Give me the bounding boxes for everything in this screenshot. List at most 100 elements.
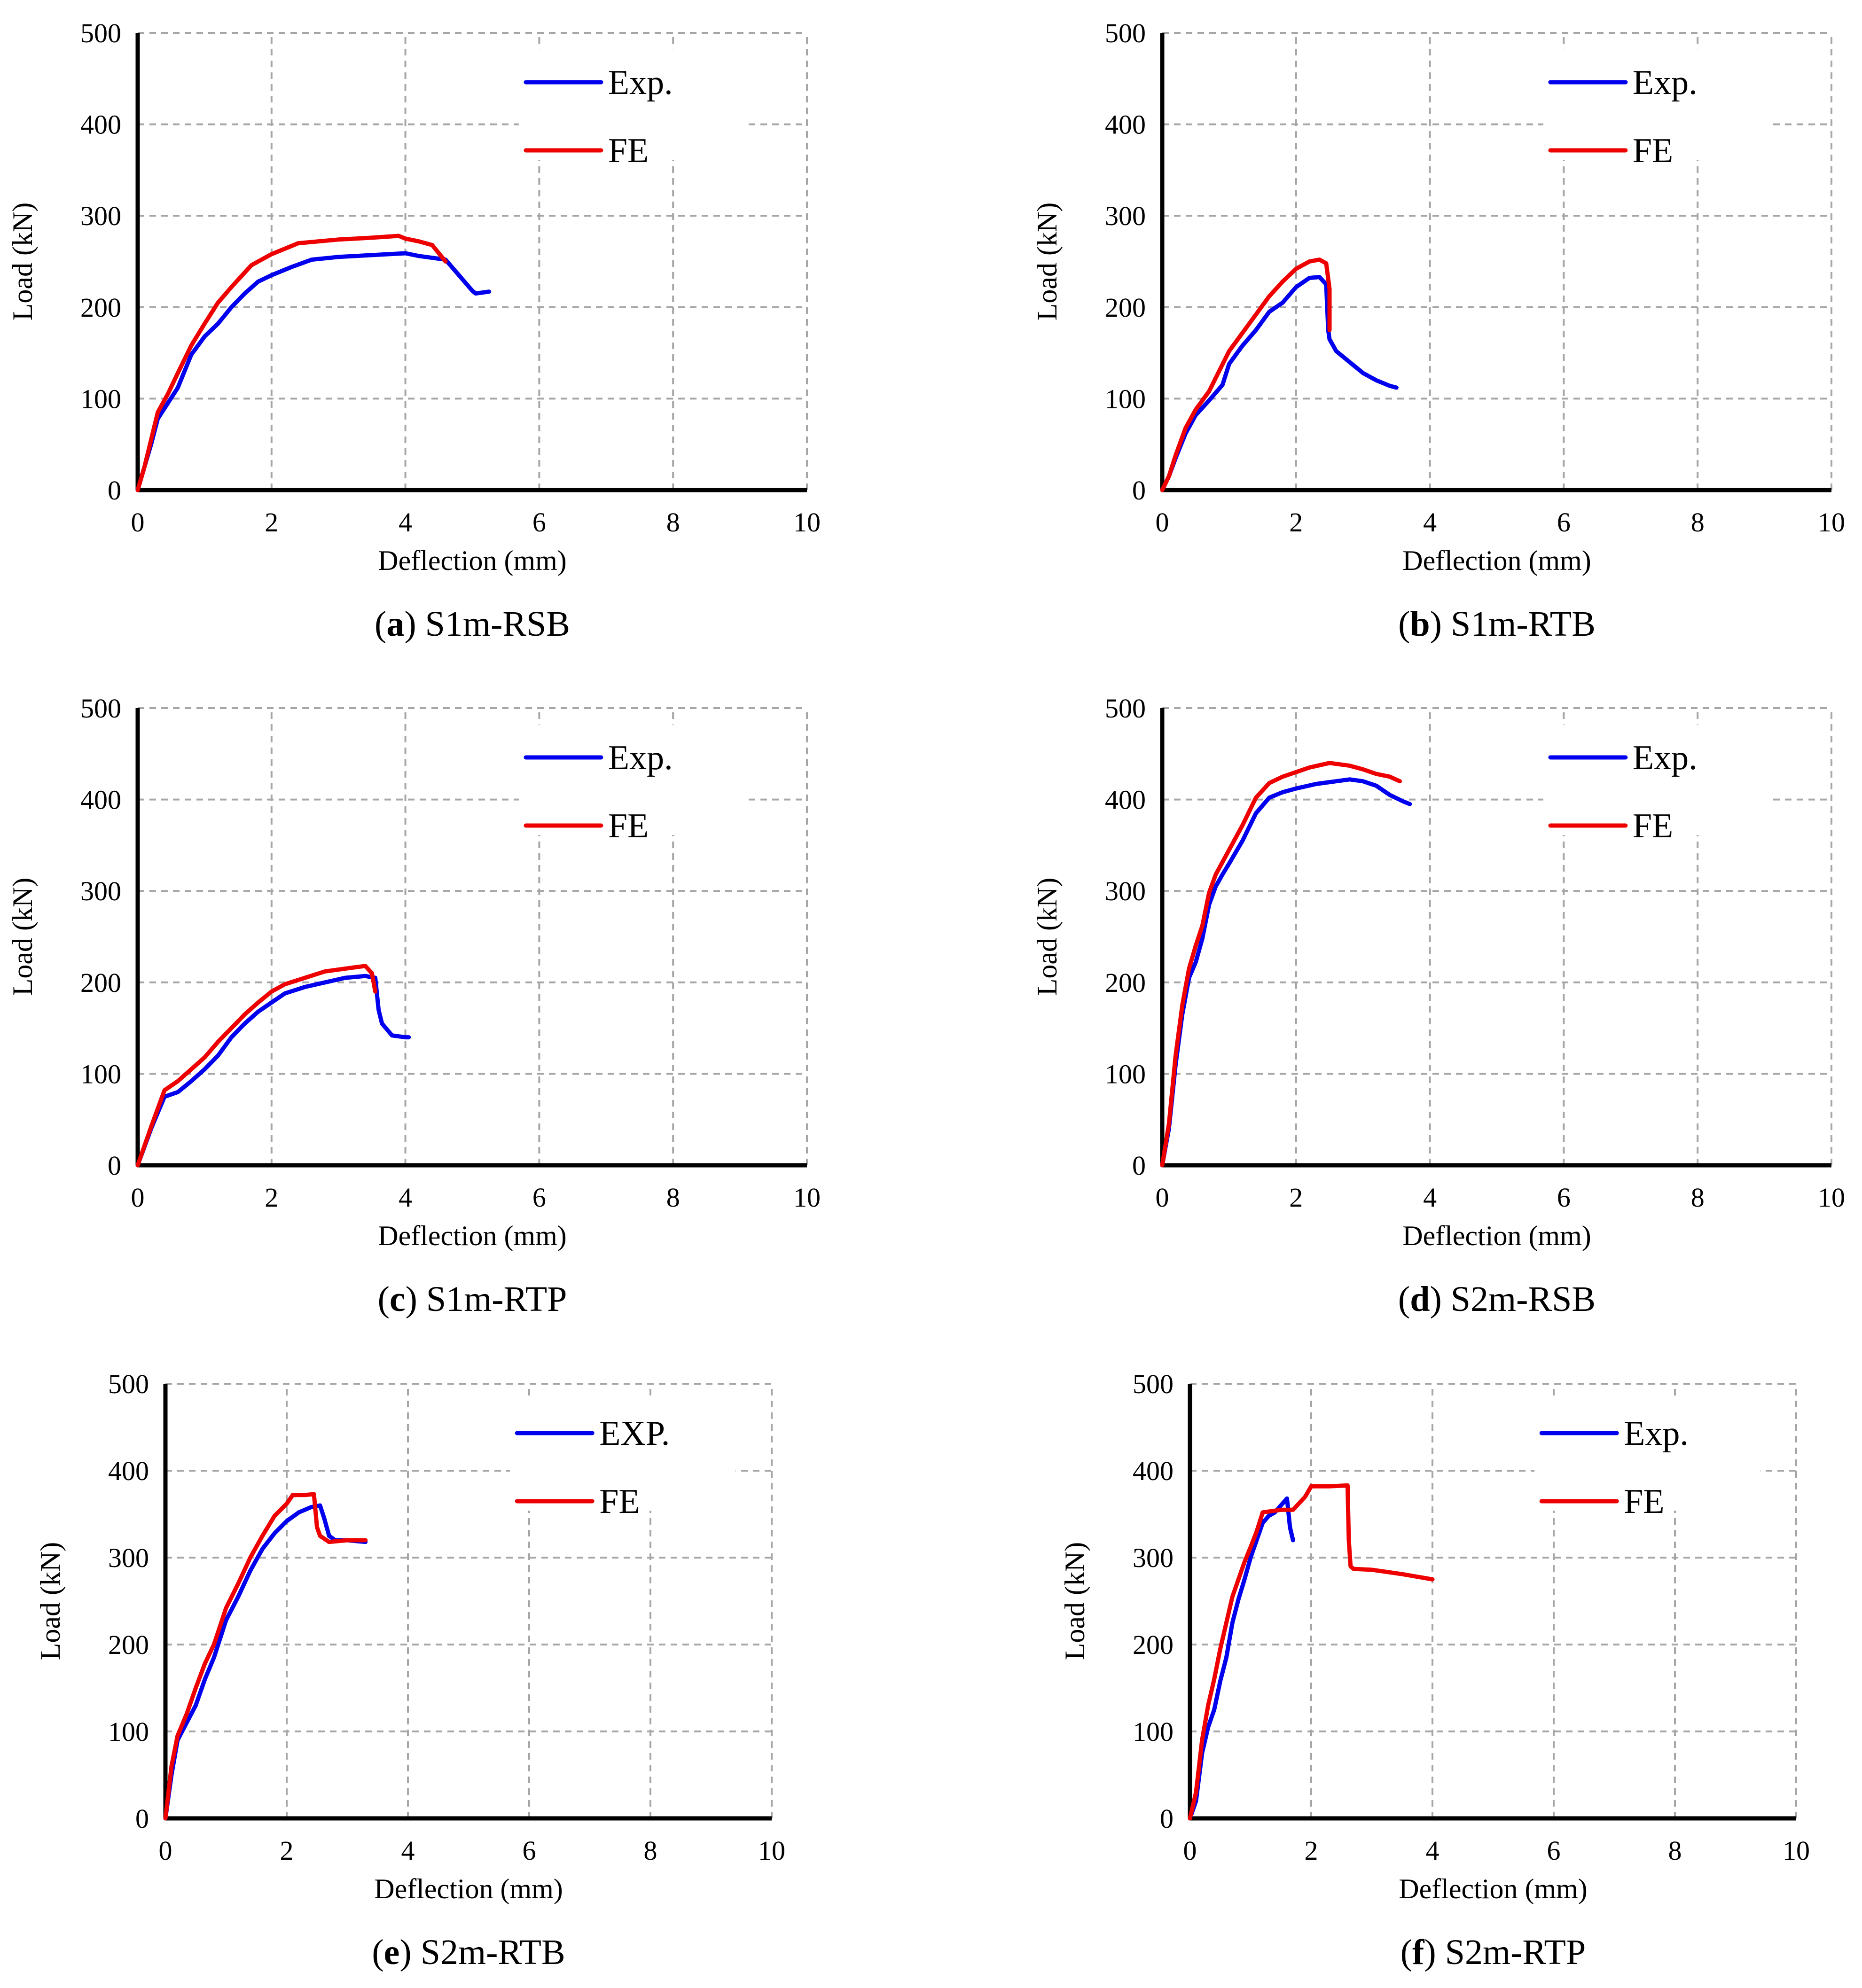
y-tick-label: 200 <box>80 292 121 323</box>
x-tick-label: 0 <box>1156 1182 1169 1213</box>
series-line-fe <box>163 1492 368 1821</box>
chart-panel-e: 0 2 4 6 8 10 0 100 200 300 400 500 Defle… <box>35 1369 785 1972</box>
y-tick-label: 500 <box>108 1369 149 1399</box>
x-axis-title: Deflection (mm) <box>1402 1220 1591 1251</box>
y-tick-label: 400 <box>1133 1456 1174 1486</box>
legend-label-exp: Exp. <box>1633 739 1698 777</box>
y-axis-title: Load (kN) <box>35 1542 66 1661</box>
y-tick-label: 400 <box>80 785 121 815</box>
legend: Exp. FE <box>1534 1400 1760 1521</box>
x-tick-labels: 0 2 4 6 8 10 <box>131 1182 821 1213</box>
y-tick-label: 100 <box>1133 1716 1174 1747</box>
y-tick-labels: 0 100 200 300 400 500 <box>1133 1369 1174 1834</box>
caption-name: S1m-RSB <box>425 604 570 644</box>
legend-label-fe: FE <box>1633 132 1673 170</box>
y-tick-label: 0 <box>1132 1150 1146 1181</box>
series-group <box>1160 761 1412 1168</box>
y-tick-label: 0 <box>1132 475 1146 506</box>
y-axis-title: Load (kN) <box>1032 878 1063 996</box>
series-line-exp <box>1188 1496 1295 1821</box>
y-tick-label: 300 <box>108 1543 149 1573</box>
series-line-fe <box>135 234 448 492</box>
series-line-fe <box>135 964 377 1168</box>
legend-background <box>518 725 744 835</box>
legend: Exp. FE <box>1543 49 1769 170</box>
x-tick-label: 2 <box>1289 507 1303 538</box>
series-group <box>1188 1483 1435 1821</box>
x-tick-label: 8 <box>1691 1182 1705 1213</box>
y-tick-label: 300 <box>1105 201 1146 231</box>
legend-label-exp: Exp. <box>1624 1414 1689 1453</box>
x-tick-label: 4 <box>399 507 412 538</box>
legend-background <box>1534 1400 1760 1511</box>
y-tick-label: 500 <box>1133 1369 1174 1399</box>
caption-letter: a <box>386 604 404 644</box>
series-line-exp <box>1160 275 1399 492</box>
legend-label-exp: EXP. <box>599 1414 670 1453</box>
legend-label-fe: FE <box>608 807 649 845</box>
chart-panel-d: 0 2 4 6 8 10 0 100 200 300 400 500 Defle… <box>1032 693 1845 1319</box>
x-tick-label: 0 <box>131 1182 145 1213</box>
y-axis-title: Load (kN) <box>7 878 38 996</box>
y-tick-label: 400 <box>1105 785 1146 815</box>
y-tick-label: 200 <box>1105 292 1146 323</box>
y-tick-label: 300 <box>80 876 121 906</box>
caption-name: S1m-RTB <box>1451 604 1596 644</box>
legend: Exp. FE <box>1543 725 1769 845</box>
series-line-exp <box>1160 777 1412 1168</box>
y-tick-labels: 0 100 200 300 400 500 <box>108 1369 149 1834</box>
caption-name: S2m-RTP <box>1445 1933 1586 1972</box>
chart-panel-c: 0 2 4 6 8 10 0 100 200 300 400 500 Defle… <box>7 693 821 1319</box>
legend-background <box>1543 725 1769 835</box>
y-tick-label: 100 <box>1105 1059 1146 1089</box>
y-tick-label: 300 <box>1133 1543 1174 1573</box>
y-tick-label: 500 <box>80 693 121 724</box>
y-tick-label: 300 <box>80 201 121 231</box>
caption-name: S2m-RSB <box>1451 1279 1596 1319</box>
x-tick-label: 4 <box>401 1835 415 1866</box>
series-group <box>135 234 492 492</box>
x-tick-labels: 0 2 4 6 8 10 <box>1183 1835 1810 1866</box>
x-tick-label: 6 <box>532 507 546 538</box>
x-tick-label: 6 <box>1557 1182 1571 1213</box>
x-tick-label: 0 <box>1156 507 1169 538</box>
x-axis-title: Deflection (mm) <box>378 545 567 576</box>
x-tick-label: 8 <box>644 1835 657 1866</box>
legend-label-exp: Exp. <box>1633 63 1698 102</box>
x-tick-label: 6 <box>532 1182 546 1213</box>
legend: Exp. FE <box>518 49 744 170</box>
y-tick-label: 500 <box>80 18 121 48</box>
caption-letter: f <box>1412 1933 1425 1972</box>
y-tick-label: 400 <box>1105 109 1146 140</box>
panel-caption: (d) S2m-RSB <box>1398 1279 1596 1319</box>
x-tick-label: 10 <box>1818 507 1845 538</box>
x-tick-label: 2 <box>1289 1182 1303 1213</box>
x-tick-label: 6 <box>1557 507 1571 538</box>
caption-letter: b <box>1410 604 1430 644</box>
series-line-exp <box>135 974 411 1168</box>
caption-letter: d <box>1410 1279 1430 1319</box>
y-tick-labels: 0 100 200 300 400 500 <box>1105 18 1146 506</box>
y-tick-label: 500 <box>1105 18 1146 48</box>
chart-panel-b: 0 2 4 6 8 10 0 100 200 300 400 500 Defle… <box>1032 18 1845 644</box>
y-tick-labels: 0 100 200 300 400 500 <box>1105 693 1146 1181</box>
x-axis-title: Deflection (mm) <box>374 1873 563 1904</box>
y-tick-label: 200 <box>80 967 121 998</box>
y-tick-label: 0 <box>135 1803 149 1834</box>
panel-caption: (b) S1m-RTB <box>1398 604 1596 644</box>
legend-background <box>510 1400 736 1511</box>
x-tick-label: 0 <box>131 507 145 538</box>
series-line-exp <box>135 251 492 492</box>
series-line-exp <box>163 1503 368 1821</box>
x-tick-label: 4 <box>1426 1835 1440 1866</box>
panel-caption: (f) S2m-RTP <box>1400 1933 1586 1972</box>
x-tick-label: 8 <box>1668 1835 1682 1866</box>
series-group <box>163 1492 368 1821</box>
y-tick-label: 300 <box>1105 876 1146 906</box>
x-axis-title: Deflection (mm) <box>1399 1873 1588 1904</box>
x-tick-label: 6 <box>523 1835 536 1866</box>
legend-label-fe: FE <box>1633 807 1673 845</box>
x-axis-title: Deflection (mm) <box>378 1220 567 1251</box>
legend-label-fe: FE <box>608 132 649 170</box>
